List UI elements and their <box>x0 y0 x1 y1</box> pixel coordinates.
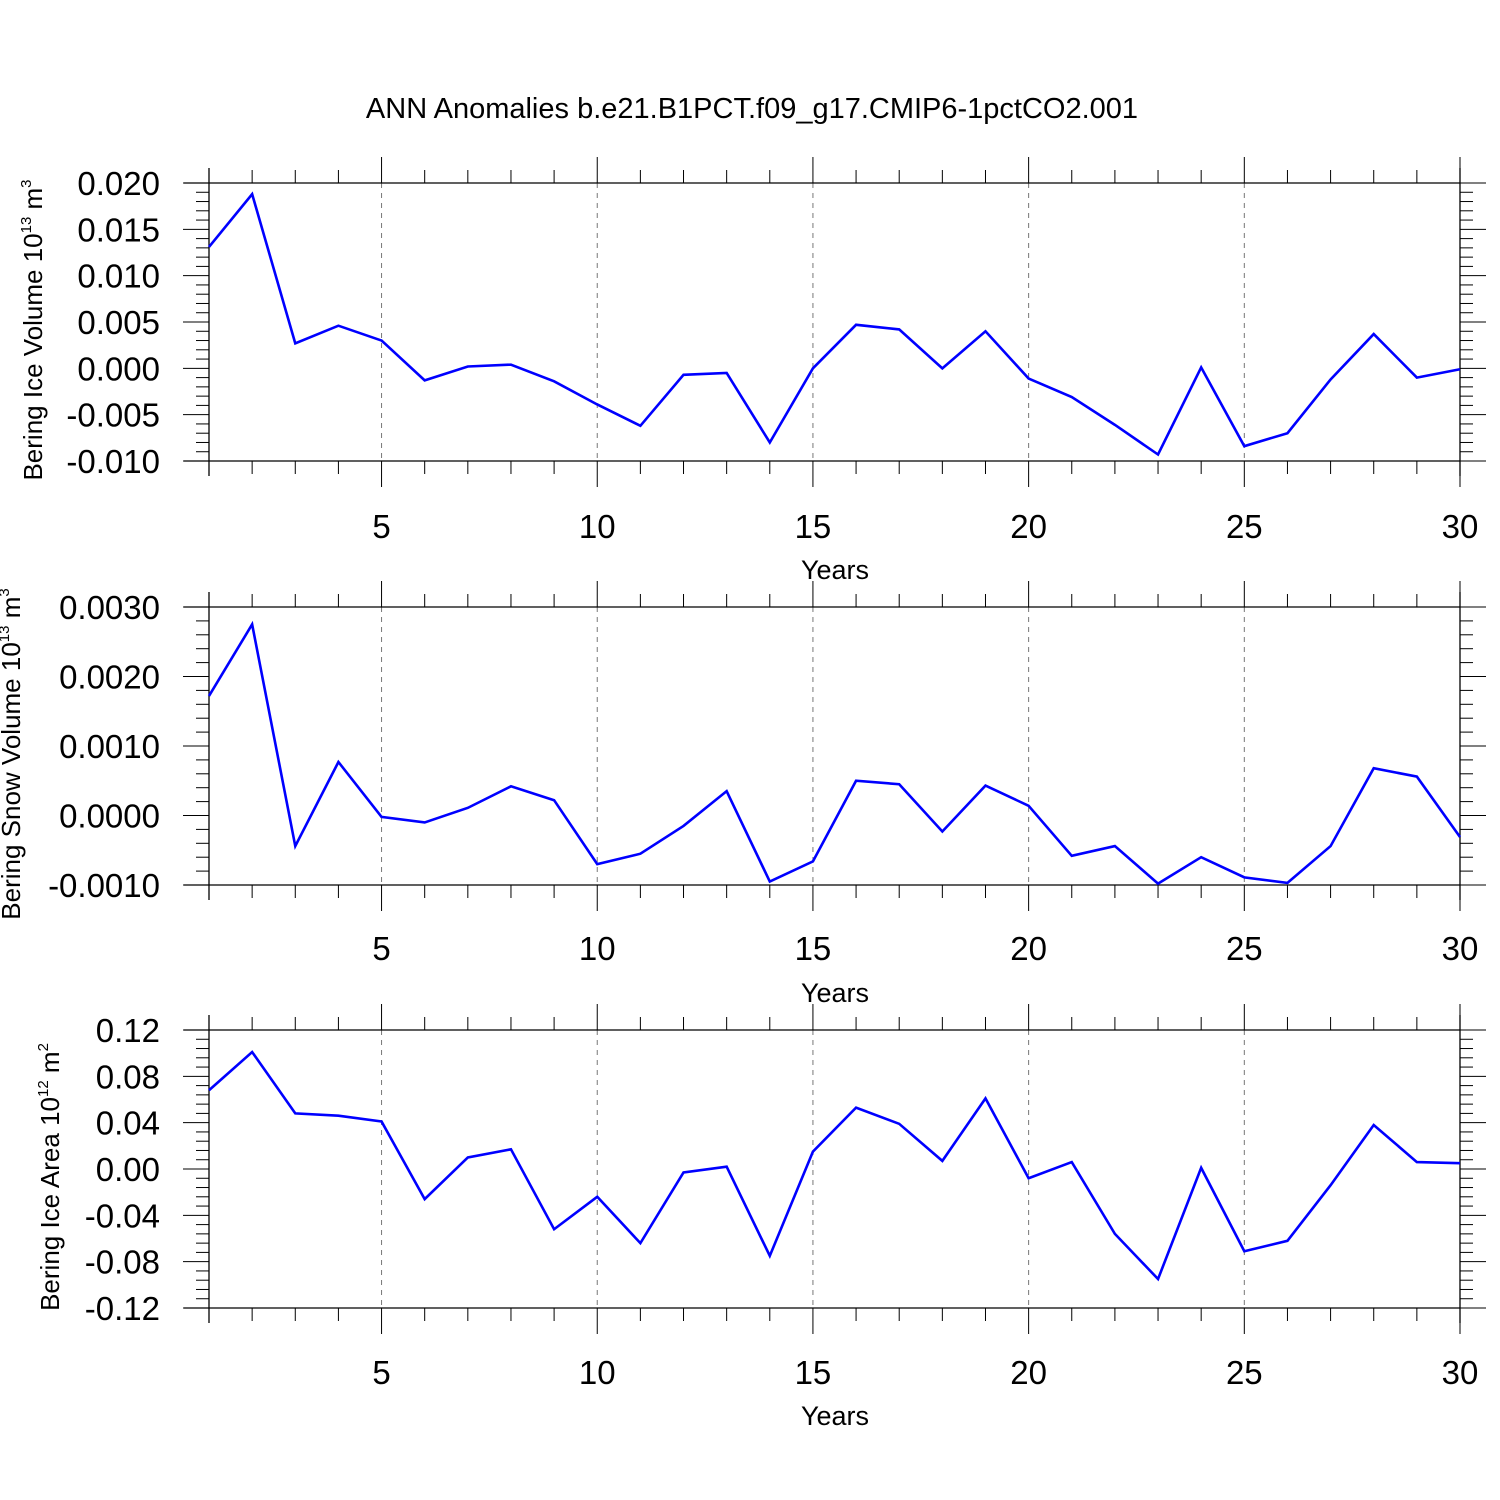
y-tick-label: 0.0010 <box>59 728 160 765</box>
y-tick-label: 0.000 <box>77 350 160 387</box>
y-tick-label: 0.0000 <box>59 798 160 835</box>
y-tick-label: -0.0010 <box>48 867 160 904</box>
series-line <box>208 1050 1461 1282</box>
y-tick-label: -0.010 <box>66 443 160 480</box>
x-tick-label: 25 <box>1226 1354 1263 1391</box>
x-tick-label: 5 <box>372 1354 390 1391</box>
x-tick-label: 25 <box>1226 930 1263 967</box>
x-tick-label: 10 <box>579 930 616 967</box>
x-tick-label: 30 <box>1442 508 1479 545</box>
series-line <box>207 620 1462 886</box>
x-tick-label: 20 <box>1010 508 1047 545</box>
x-tick-label: 5 <box>372 508 390 545</box>
y-tick-label: -0.12 <box>85 1290 160 1327</box>
x-axis-label: Years <box>801 555 869 585</box>
y-tick-label: -0.08 <box>85 1244 160 1281</box>
y-tick-label: 0.005 <box>77 304 160 341</box>
y-axis-label: Bering Snow Volume 1013 m3 <box>0 588 26 919</box>
x-axis-label: Years <box>801 978 869 1008</box>
y-tick-label: 0.020 <box>77 165 160 202</box>
x-tick-label: 25 <box>1226 508 1263 545</box>
y-tick-label: 0.12 <box>96 1012 160 1049</box>
panel-ice-volume: 5 10 15 20 25 30 -0.010 -0.005 0.000 0.005 0.010 0.… <box>18 157 1486 585</box>
x-tick-label: 10 <box>579 508 616 545</box>
x-tick-label: 20 <box>1010 1354 1047 1391</box>
y-tick-label: -0.005 <box>66 397 160 434</box>
y-tick-label: 0.00 <box>96 1151 160 1188</box>
panel-snow-volume: 5 10 15 20 25 30 -0.0010 0.0000 0.0010 0.0020 0.00… <box>0 581 1486 1008</box>
y-tick-label: 0.0020 <box>59 659 160 696</box>
y-tick-label: 0.0030 <box>59 589 160 626</box>
chart-title: ANN Anomalies b.e21.B1PCT.f09_g17.CMIP6-… <box>366 93 1138 125</box>
x-tick-label: 10 <box>579 1354 616 1391</box>
x-tick-label: 15 <box>795 1354 832 1391</box>
x-tick-label: 15 <box>795 930 832 967</box>
panel-ice-area: 5 10 15 20 25 30 -0.12 -0.08 -0.04 0.00 0.04 0.08 0.… <box>35 1004 1486 1431</box>
x-tick-label: 30 <box>1442 930 1479 967</box>
y-tick-label: 0.04 <box>96 1105 160 1142</box>
y-axis-label: Bering Ice Volume 1013 m3 <box>18 179 48 480</box>
x-tick-label: 30 <box>1442 1354 1479 1391</box>
x-axis-label: Years <box>801 1401 869 1431</box>
series-line <box>207 191 1461 457</box>
y-tick-label: 0.015 <box>77 211 160 248</box>
y-tick-label: 0.010 <box>77 258 160 295</box>
y-tick-label: -0.04 <box>85 1197 160 1234</box>
x-tick-label: 5 <box>372 930 390 967</box>
x-tick-label: 20 <box>1010 930 1047 967</box>
y-tick-label: 0.08 <box>96 1058 160 1095</box>
y-axis-label: Bering Ice Area 1012 m2 <box>35 1043 65 1311</box>
x-tick-label: 15 <box>795 508 832 545</box>
